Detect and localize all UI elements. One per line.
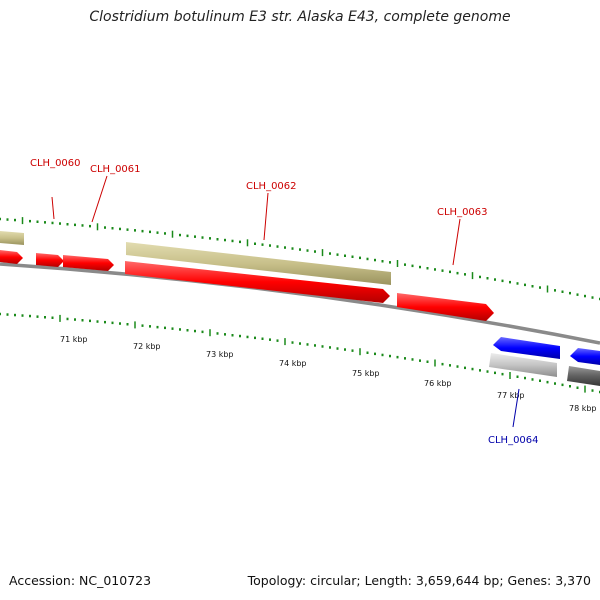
- gene-label[interactable]: CLH_0064: [488, 435, 539, 446]
- forward-feature-bar[interactable]: [0, 231, 24, 245]
- genome-title: Clostridium botulinum E3 str. Alaska E43…: [89, 9, 511, 25]
- reverse-cds-arrow[interactable]: [570, 348, 600, 365]
- forward-cds-arrow[interactable]: [36, 253, 64, 267]
- kbp-tick-label: 77 kbp: [497, 391, 525, 400]
- gene-label-leader: [512, 388, 520, 428]
- forward-cds-arrow[interactable]: [0, 250, 23, 264]
- forward-cds-arrow[interactable]: [63, 255, 114, 271]
- reverse-tick-row: [0, 312, 600, 394]
- gene-label[interactable]: CLH_0062: [246, 181, 297, 192]
- gene-label[interactable]: CLH_0061: [90, 164, 141, 175]
- accession-text: Accession: NC_010723: [9, 573, 152, 588]
- gene-label-leader: [263, 192, 269, 241]
- gene-label-leader: [51, 196, 55, 220]
- kbp-tick-label: 71 kbp: [60, 335, 88, 344]
- genome-stats-text: Topology: circular; Length: 3,659,644 bp…: [247, 573, 591, 588]
- genome-backbone: [0, 262, 600, 345]
- gene-label[interactable]: CLH_0060: [30, 158, 81, 169]
- kbp-tick-label: 78 kbp: [569, 404, 597, 413]
- kbp-tick-label: 73 kbp: [206, 350, 234, 359]
- kbp-tick-label: 75 kbp: [352, 369, 380, 378]
- kbp-tick-label: 76 kbp: [424, 379, 452, 388]
- gene-label-leader: [91, 175, 108, 223]
- reverse-cds-arrow[interactable]: [493, 337, 560, 359]
- forward-feature-bar[interactable]: [126, 242, 391, 285]
- forward-tick-row: [0, 217, 600, 301]
- gene-label[interactable]: CLH_0063: [437, 207, 488, 218]
- forward-cds-arrow[interactable]: [125, 261, 390, 303]
- kbp-tick-label: 72 kbp: [133, 342, 161, 351]
- kbp-tick-label: 74 kbp: [279, 359, 307, 368]
- reverse-feature-bar[interactable]: [489, 353, 557, 377]
- gene-label-leader: [452, 218, 461, 266]
- reverse-feature-bar[interactable]: [567, 366, 600, 386]
- forward-cds-arrow[interactable]: [397, 293, 494, 321]
